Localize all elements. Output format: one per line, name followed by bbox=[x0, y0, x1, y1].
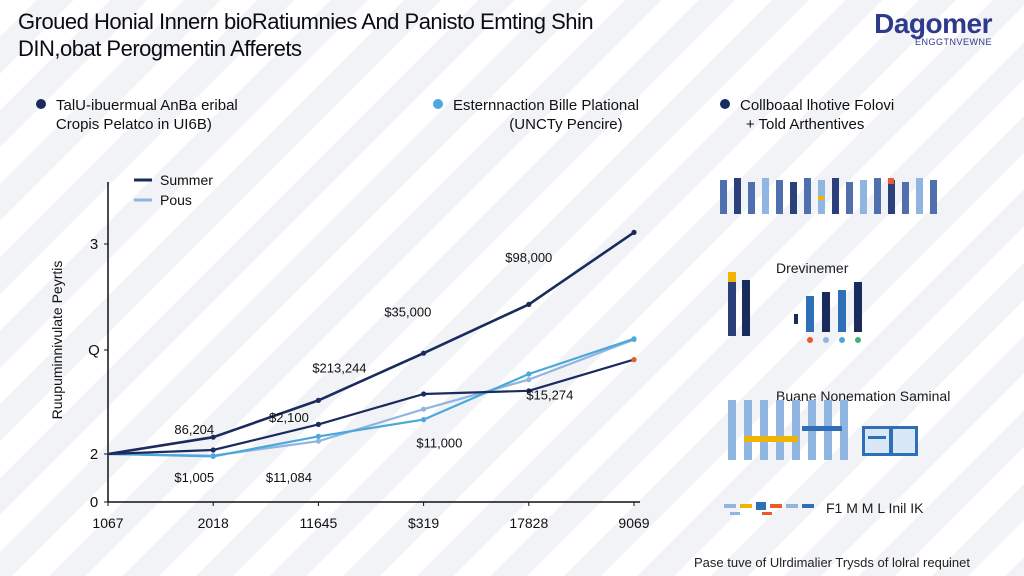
legend-swatch-panel bbox=[722, 498, 822, 527]
data-point bbox=[315, 397, 321, 403]
data-label: $1,005 bbox=[174, 470, 214, 485]
data-point bbox=[315, 421, 321, 427]
dot-icon bbox=[720, 99, 730, 109]
logo-tagline: ENGGTNVEWNE bbox=[914, 37, 992, 47]
x-tick-label: 9069 bbox=[618, 515, 649, 531]
logo-name: Dagomer bbox=[874, 8, 992, 39]
series-line-summer bbox=[107, 231, 635, 456]
mini-bar-chart-panel bbox=[722, 268, 872, 353]
data-label: $11,084 bbox=[266, 470, 312, 485]
legend-head-3: Collboaal lhotive Folovi + Told Arthenti… bbox=[720, 96, 894, 134]
dot-icon bbox=[36, 99, 46, 109]
x-tick-label: 2018 bbox=[198, 515, 229, 531]
title-line-2: DIN,obat Perogmentin Afferets bbox=[18, 36, 302, 61]
footer-note: Pase tuve of Ulrdimalier Trysds of lolra… bbox=[694, 555, 971, 570]
legend-head-2: Esternnaction Bille Plational (UNCTy Pen… bbox=[433, 96, 639, 134]
y-tick-label: Q bbox=[88, 342, 100, 359]
data-label: 86,204 bbox=[174, 422, 214, 437]
legend-head-3-line1: Collboaal lhotive Folovi bbox=[740, 97, 895, 114]
x-tick-label: 11645 bbox=[299, 515, 337, 531]
data-point bbox=[526, 388, 532, 394]
x-tick-label: 17828 bbox=[509, 515, 548, 531]
brand-logo: Dagomer ENGGTNVEWNE bbox=[874, 8, 992, 47]
series-line-blue bbox=[107, 337, 635, 458]
data-point bbox=[631, 229, 637, 235]
data-label: $2,100 bbox=[269, 410, 309, 425]
bar-strip-panel bbox=[718, 176, 958, 223]
panel-label-2: Buane Nonemation Saminal bbox=[776, 388, 951, 404]
data-point bbox=[631, 336, 637, 342]
data-label: $15,274 bbox=[526, 388, 573, 403]
data-label: $35,000 bbox=[384, 304, 431, 319]
data-point bbox=[526, 371, 532, 377]
data-point bbox=[210, 434, 216, 440]
legend-head-2-line2: (UNCTy Pencire) bbox=[509, 116, 623, 133]
data-label: $213,244 bbox=[312, 360, 366, 375]
y-tick-label: 2 bbox=[90, 446, 98, 463]
panel-label-3: F1 M M L Inil IK bbox=[826, 500, 924, 516]
data-point bbox=[210, 453, 216, 459]
data-point bbox=[315, 433, 321, 439]
data-point bbox=[631, 357, 637, 363]
legend-head-3-line2: + Told Arthentives bbox=[745, 116, 865, 133]
data-point bbox=[526, 301, 532, 307]
legend-label: Pous bbox=[160, 192, 192, 208]
data-point bbox=[421, 350, 427, 356]
document-icon bbox=[728, 400, 918, 460]
data-label: $98,000 bbox=[505, 250, 552, 265]
x-tick-label: $319 bbox=[408, 515, 439, 531]
y-tick-label: 0 bbox=[90, 494, 98, 511]
legend-head-2-line1: Esternnaction Bille Plational bbox=[453, 97, 639, 114]
data-label: $11,000 bbox=[416, 436, 462, 451]
legend-head-1-line1: TalU-ibuermual AnBa eribal bbox=[56, 97, 238, 114]
y-axis-label: Ruupuminnivulate Peyrtis bbox=[49, 261, 65, 420]
data-point bbox=[421, 406, 427, 412]
y-tick-label: 3 bbox=[90, 236, 98, 253]
document-panel bbox=[722, 396, 932, 471]
series-line-navy2 bbox=[107, 358, 635, 456]
data-point bbox=[210, 447, 216, 453]
legend-label: Summer bbox=[160, 172, 213, 188]
data-point bbox=[421, 417, 427, 423]
chart-title: Groued Honial Innern bioRatiumnies And P… bbox=[18, 8, 594, 62]
panel-label-1: Drevinemer bbox=[776, 260, 849, 276]
data-point bbox=[421, 391, 427, 397]
legend-head-1: TalU-ibuermual AnBa eribal Cropis Pelatc… bbox=[36, 96, 238, 134]
mini-bar-chart-icon bbox=[728, 272, 862, 343]
bar-strip-icon bbox=[720, 178, 937, 214]
title-line-1: Groued Honial Innern bioRatiumnies And P… bbox=[18, 9, 594, 34]
x-tick-label: 1067 bbox=[92, 515, 123, 531]
dot-icon bbox=[433, 99, 443, 109]
data-point bbox=[526, 377, 532, 383]
legend-head-1-line2: Cropis Pelatco in UI6B) bbox=[55, 116, 212, 133]
data-point bbox=[315, 438, 321, 444]
swatch-strip-icon bbox=[724, 502, 814, 515]
